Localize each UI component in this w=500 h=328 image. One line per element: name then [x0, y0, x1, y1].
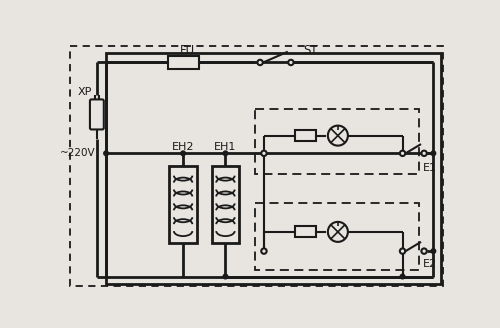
Text: ~220V: ~220V	[60, 148, 96, 158]
Bar	[295, 130, 316, 141]
Text: EH2: EH2	[172, 142, 195, 152]
Text: XP: XP	[78, 87, 92, 97]
Circle shape	[400, 151, 405, 156]
Circle shape	[422, 151, 427, 156]
Circle shape	[422, 248, 427, 254]
Circle shape	[431, 151, 436, 155]
Circle shape	[104, 151, 108, 155]
Circle shape	[328, 222, 348, 242]
Text: EH1: EH1	[214, 142, 236, 152]
Bar	[212, 166, 240, 243]
Circle shape	[431, 249, 436, 254]
Circle shape	[262, 151, 266, 156]
Circle shape	[328, 126, 348, 146]
FancyBboxPatch shape	[90, 99, 104, 130]
Bar	[254, 109, 420, 174]
Circle shape	[223, 151, 228, 155]
Bar	[254, 203, 420, 270]
Circle shape	[262, 248, 266, 254]
Bar	[295, 226, 316, 237]
Circle shape	[258, 60, 263, 65]
Circle shape	[400, 248, 405, 254]
Circle shape	[223, 274, 228, 279]
Text: ST: ST	[303, 44, 318, 57]
Circle shape	[288, 60, 294, 65]
Bar	[106, 53, 441, 284]
Text: FU: FU	[180, 44, 194, 57]
Text: E1: E1	[422, 163, 436, 173]
Bar	[168, 56, 198, 69]
Circle shape	[181, 151, 186, 155]
Circle shape	[400, 274, 405, 279]
Text: E2: E2	[422, 259, 436, 269]
Bar	[169, 166, 197, 243]
